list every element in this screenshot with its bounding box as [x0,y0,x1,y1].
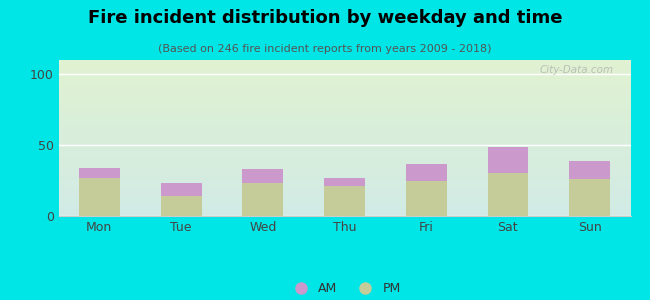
Bar [161,183,202,196]
Bar [406,164,447,181]
Bar [569,179,610,216]
Bar [488,146,528,173]
Bar [242,183,283,216]
Bar [406,181,447,216]
Bar [79,178,120,216]
Bar [488,173,528,216]
Bar [161,196,202,216]
Bar [79,168,120,178]
Text: (Based on 246 fire incident reports from years 2009 - 2018): (Based on 246 fire incident reports from… [158,44,492,53]
Bar [324,178,365,186]
Bar [569,161,610,179]
Legend: AM, PM: AM, PM [283,277,406,300]
Bar [242,169,283,183]
Text: City-Data.com: City-Data.com [540,65,614,75]
Bar [324,186,365,216]
Text: Fire incident distribution by weekday and time: Fire incident distribution by weekday an… [88,9,562,27]
